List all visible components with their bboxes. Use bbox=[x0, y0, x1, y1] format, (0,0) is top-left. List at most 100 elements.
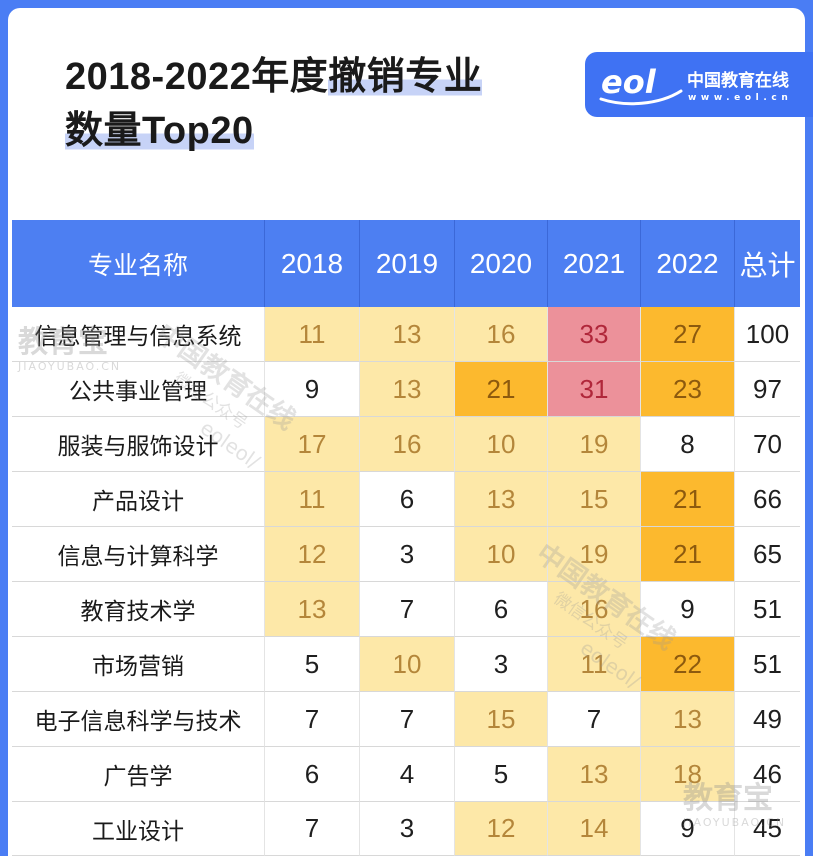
eol-logo: eol 中国教育在线 www.eol.cn bbox=[585, 52, 813, 117]
cell-year-2019: 4 bbox=[360, 747, 455, 802]
cell-year-2019: 13 bbox=[360, 362, 455, 417]
cell-year-2020: 6 bbox=[455, 582, 548, 637]
cell-year-2018: 6 bbox=[265, 747, 360, 802]
cell-year-2021: 13 bbox=[548, 747, 641, 802]
cell-year-2019: 16 bbox=[360, 417, 455, 472]
cell-year-2020: 3 bbox=[455, 637, 548, 692]
table-row: 教育技术学 13 7 6 16 9 51 bbox=[12, 582, 800, 637]
cell-year-2022: 21 bbox=[641, 472, 735, 527]
cell-year-2018: 5 bbox=[265, 637, 360, 692]
cell-year-2021: 14 bbox=[548, 802, 641, 856]
cell-year-2020: 12 bbox=[455, 802, 548, 856]
table-row: 服装与服饰设计 17 16 10 19 8 70 bbox=[12, 417, 800, 472]
cell-year-2022: 13 bbox=[641, 692, 735, 747]
cell-major-name: 市场营销 bbox=[12, 637, 265, 692]
cell-year-2018: 9 bbox=[265, 362, 360, 417]
revoked-majors-table: 专业名称 2018 2019 2020 2021 2022 总计 信息管理与信息系统 11 13 1… bbox=[12, 220, 800, 856]
table-header: 专业名称 2018 2019 2020 2021 2022 总计 bbox=[12, 220, 800, 307]
cell-total: 45 bbox=[735, 802, 800, 856]
cell-total: 51 bbox=[735, 637, 800, 692]
cell-year-2020: 21 bbox=[455, 362, 548, 417]
header-year-2021: 2021 bbox=[548, 220, 641, 307]
cell-year-2019: 10 bbox=[360, 637, 455, 692]
cell-year-2018: 7 bbox=[265, 692, 360, 747]
table-row: 工业设计 7 3 12 14 9 45 bbox=[12, 802, 800, 856]
table-row: 信息与计算科学 12 3 10 19 21 65 bbox=[12, 527, 800, 582]
cell-year-2020: 10 bbox=[455, 527, 548, 582]
cell-year-2020: 5 bbox=[455, 747, 548, 802]
cell-major-name: 工业设计 bbox=[12, 802, 265, 856]
table-row: 公共事业管理 9 13 21 31 23 97 bbox=[12, 362, 800, 417]
cell-year-2021: 19 bbox=[548, 417, 641, 472]
cell-year-2022: 9 bbox=[641, 802, 735, 856]
table-row: 信息管理与信息系统 11 13 16 33 27 100 bbox=[12, 307, 800, 362]
cell-year-2022: 22 bbox=[641, 637, 735, 692]
eol-logo-mark-icon: eol bbox=[599, 63, 683, 106]
cell-year-2022: 8 bbox=[641, 417, 735, 472]
cell-year-2021: 7 bbox=[548, 692, 641, 747]
cell-year-2021: 19 bbox=[548, 527, 641, 582]
cell-major-name: 服装与服饰设计 bbox=[12, 417, 265, 472]
cell-year-2021: 15 bbox=[548, 472, 641, 527]
cell-major-name: 广告学 bbox=[12, 747, 265, 802]
cell-year-2019: 3 bbox=[360, 527, 455, 582]
cell-year-2019: 7 bbox=[360, 582, 455, 637]
cell-year-2022: 18 bbox=[641, 747, 735, 802]
cell-year-2018: 17 bbox=[265, 417, 360, 472]
cell-year-2019: 6 bbox=[360, 472, 455, 527]
cell-year-2022: 21 bbox=[641, 527, 735, 582]
cell-year-2018: 12 bbox=[265, 527, 360, 582]
cell-total: 66 bbox=[735, 472, 800, 527]
header-year-2022: 2022 bbox=[641, 220, 735, 307]
title-line-2: 数量Top20 bbox=[65, 104, 482, 158]
cell-major-name: 信息与计算科学 bbox=[12, 527, 265, 582]
title-plain: 2018-2022年度 bbox=[65, 56, 329, 98]
cell-year-2018: 11 bbox=[265, 307, 360, 362]
cell-year-2018: 13 bbox=[265, 582, 360, 637]
cell-year-2019: 13 bbox=[360, 307, 455, 362]
table-row: 产品设计 11 6 13 15 21 66 bbox=[12, 472, 800, 527]
page-title: 2018-2022年度撤销专业 数量Top20 bbox=[65, 50, 483, 158]
logo-name: 中国教育在线 bbox=[687, 71, 789, 91]
header-year-2018: 2018 bbox=[265, 220, 360, 307]
cell-total: 100 bbox=[735, 307, 800, 362]
cell-major-name: 教育技术学 bbox=[12, 582, 265, 637]
logo-mark-text: eol bbox=[601, 63, 657, 101]
cell-year-2020: 15 bbox=[455, 692, 548, 747]
header-year-2019: 2019 bbox=[360, 220, 455, 307]
cell-total: 46 bbox=[735, 747, 800, 802]
cell-year-2019: 3 bbox=[360, 802, 455, 856]
cell-year-2021: 31 bbox=[548, 362, 641, 417]
cell-year-2021: 11 bbox=[548, 637, 641, 692]
cell-year-2022: 23 bbox=[641, 362, 735, 417]
cell-total: 97 bbox=[735, 362, 800, 417]
header-major-name: 专业名称 bbox=[12, 220, 265, 307]
cell-total: 65 bbox=[735, 527, 800, 582]
cell-total: 51 bbox=[735, 582, 800, 637]
cell-year-2019: 7 bbox=[360, 692, 455, 747]
logo-url: www.eol.cn bbox=[688, 93, 793, 103]
header-year-2020: 2020 bbox=[455, 220, 548, 307]
cell-total: 49 bbox=[735, 692, 800, 747]
title-line-1: 2018-2022年度撤销专业 bbox=[65, 50, 483, 104]
cell-major-name: 公共事业管理 bbox=[12, 362, 265, 417]
cell-major-name: 产品设计 bbox=[12, 472, 265, 527]
table-row: 电子信息科学与技术 7 7 15 7 13 49 bbox=[12, 692, 800, 747]
cell-year-2018: 11 bbox=[265, 472, 360, 527]
cell-total: 70 bbox=[735, 417, 800, 472]
table-row: 市场营销 5 10 3 11 22 51 bbox=[12, 637, 800, 692]
cell-year-2020: 10 bbox=[455, 417, 548, 472]
cell-major-name: 电子信息科学与技术 bbox=[12, 692, 265, 747]
cell-year-2021: 33 bbox=[548, 307, 641, 362]
cell-year-2020: 13 bbox=[455, 472, 548, 527]
table-row: 广告学 6 4 5 13 18 46 bbox=[12, 747, 800, 802]
cell-major-name: 信息管理与信息系统 bbox=[12, 307, 265, 362]
cell-year-2021: 16 bbox=[548, 582, 641, 637]
header-total: 总计 bbox=[739, 249, 796, 281]
cell-year-2022: 27 bbox=[641, 307, 735, 362]
cell-year-2020: 16 bbox=[455, 307, 548, 362]
cell-year-2022: 9 bbox=[641, 582, 735, 637]
title-highlight-1: 撤销专业 bbox=[328, 56, 483, 98]
title-highlight-2: 数量Top20 bbox=[65, 110, 254, 152]
cell-year-2018: 7 bbox=[265, 802, 360, 856]
